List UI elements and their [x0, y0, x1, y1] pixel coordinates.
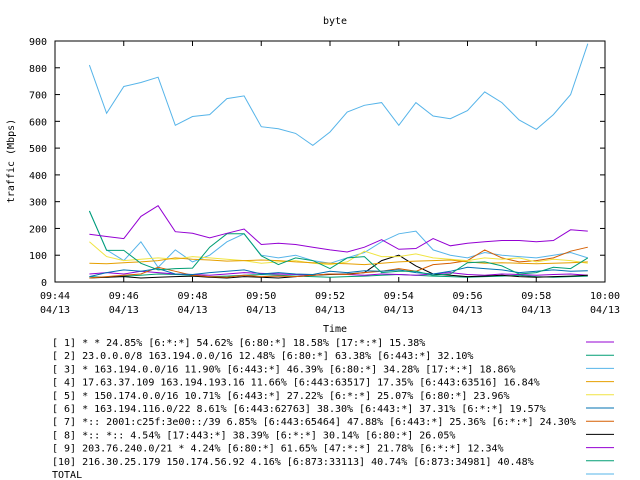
y-tick-label: 700 — [29, 91, 47, 102]
x-tick-time: 09:56 — [452, 291, 482, 302]
legend-label: [ 2] 23.0.0.0/8 163.194.0.0/16 12.48% [6… — [52, 351, 473, 362]
x-tick-date: 04/13 — [384, 305, 414, 316]
legend-label: [ 7] *:: 2001:c25f:3e00::/39 6.85% [6:44… — [52, 417, 576, 428]
x-tick-date: 04/13 — [452, 305, 482, 316]
y-tick-label: 300 — [29, 198, 47, 209]
series-line-2 — [88, 210, 589, 276]
x-tick-time: 09:48 — [177, 291, 207, 302]
y-tick-label: 400 — [29, 171, 47, 182]
series-line-3 — [88, 43, 589, 147]
legend-label: [10] 216.30.25.179 150.174.56.92 4.16% [… — [52, 457, 534, 468]
x-axis-label: Time — [323, 324, 347, 335]
legend-label: TOTAL — [52, 470, 82, 480]
legend-label: [ 4] 17.63.37.109 163.194.193.16 11.66% … — [52, 378, 540, 389]
x-tick-time: 09:58 — [521, 291, 551, 302]
legend-label: [ 9] 203.76.240.0/21 * 4.24% [6:80:*] 61… — [52, 444, 504, 455]
legend-label: [ 6] * 163.194.116.0/22 8.61% [6:443:627… — [52, 404, 546, 415]
y-tick-label: 200 — [29, 224, 47, 235]
y-axis-label: traffic (Mbps) — [6, 119, 17, 203]
series-line-1 — [89, 205, 588, 253]
y-tick-label: 800 — [29, 64, 47, 75]
y-tick-label: 900 — [29, 37, 47, 48]
x-tick-time: 09:50 — [246, 291, 276, 302]
legend-label: [ 3] * 163.194.0.0/16 11.90% [6:443:*] 4… — [52, 364, 516, 375]
x-tick-date: 04/13 — [246, 305, 276, 316]
series-line-11 — [88, 210, 588, 269]
y-tick-label: 600 — [29, 117, 47, 128]
y-tick-label: 500 — [29, 144, 47, 155]
chart-title: byte — [323, 16, 347, 27]
legend-label: [ 1] * * 24.85% [6:*:*] 54.62% [6:80:*] … — [52, 338, 425, 349]
y-tick-label: 0 — [41, 278, 47, 289]
y-axis-ticks: 0 100 200 300 400 500 600 700 800 900 — [29, 37, 605, 289]
x-tick-date: 04/13 — [590, 305, 620, 316]
x-tick-date: 04/13 — [315, 305, 345, 316]
y-tick-label: 100 — [29, 251, 47, 262]
series-lines — [88, 43, 589, 279]
x-tick-time: 10:00 — [590, 291, 620, 302]
x-tick-date: 04/13 — [109, 305, 139, 316]
legend: [ 1] * * 24.85% [6:*:*] 54.62% [6:80:*] … — [52, 338, 614, 480]
x-tick-date: 04/13 — [521, 305, 551, 316]
legend-label: [ 5] * 150.174.0.0/16 10.71% [6:443:*] 2… — [52, 391, 510, 402]
x-axis-ticks: 09:44 04/13 09:46 04/13 09:48 04/13 09:50 04/13… — [40, 41, 620, 316]
x-tick-date: 04/13 — [177, 305, 207, 316]
legend-label: [ 8] *:: *:: 4.54% [17:443:*] 38.39% [6:… — [52, 430, 455, 441]
x-tick-time: 09:54 — [384, 291, 414, 302]
x-tick-time: 09:46 — [109, 291, 139, 302]
x-tick-time: 09:44 — [40, 291, 70, 302]
x-tick-time: 09:52 — [315, 291, 345, 302]
x-tick-date: 04/13 — [40, 305, 70, 316]
series-line-6 — [89, 266, 588, 278]
